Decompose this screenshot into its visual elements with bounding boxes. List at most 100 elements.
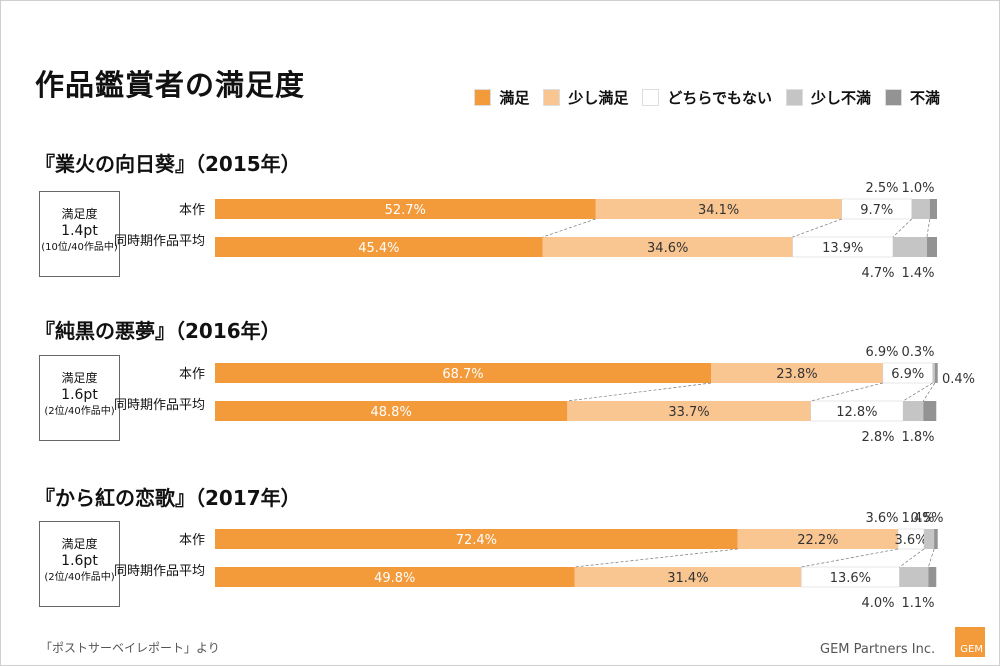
chart-1-top-label-2: 1.0%: [901, 181, 934, 196]
chart-1-row-label-1: 本作: [179, 203, 205, 218]
chart-3-bar-2-label-2: 31.4%: [667, 571, 708, 586]
chart-2-bar-2-segment-2: [567, 401, 811, 421]
metric-value-1: 1.4pt: [61, 223, 98, 240]
chart-1-connector-4: [926, 218, 931, 238]
chart-3-bar-1-segment-2: [737, 529, 899, 549]
chart-2-bottom-label-2: 1.8%: [901, 430, 934, 445]
metric-value-2: 1.6pt: [61, 387, 98, 404]
chart-2-bar-2-segment-5: [923, 401, 937, 421]
chart-2-bar-1-segment-3: [882, 362, 933, 384]
gem-logo: GEM: [955, 627, 985, 657]
chart-1-connector-3: [892, 218, 912, 238]
chart-2-bar-2-label-2: 33.7%: [668, 405, 709, 420]
chart-3-bar-1-label-1: 72.4%: [456, 533, 497, 548]
chart-3-top-label-3: 0.5%: [910, 511, 943, 526]
chart-1-bottom-label-2: 1.4%: [901, 266, 934, 281]
chart-title-1: 『業火の向日葵』（2015年）: [35, 152, 301, 176]
page-title: 作品鑑賞者の満足度: [35, 68, 306, 102]
legend-item-satisfied: 満足: [474, 87, 529, 108]
chart-2-bar-2-segment-4: [903, 401, 924, 421]
chart-3-bar-1-label-2: 22.2%: [797, 533, 838, 548]
legend-item-dissatisfied: 不満: [884, 87, 940, 108]
chart-2-right-label: 0.4%: [942, 372, 975, 387]
chart-1-bar-1-label-2: 34.1%: [698, 203, 739, 218]
chart-2-bottom-label-1: 2.8%: [861, 430, 894, 445]
chart-3-bar-1-label-3: 3.6%: [894, 533, 927, 548]
chart-2-connector-1: [567, 382, 712, 402]
chart-1-bar-2-segment-5: [926, 237, 937, 257]
chart-1-bar-1-segment-5: [929, 199, 937, 219]
legend-label-dissatisfied: 不満: [909, 89, 940, 107]
chart-3-connector-4: [928, 548, 935, 568]
chart-2-connector-4: [922, 382, 936, 402]
chart-1-bar-2-label-1: 45.4%: [358, 241, 399, 256]
chart-title-3: 『から紅の恋歌』（2017年）: [35, 486, 301, 510]
chart-2-connector-2: [810, 382, 883, 402]
chart-3-connector-3: [899, 548, 925, 568]
legend-label-satisfied: 満足: [499, 89, 530, 107]
legend-swatch-neutral: [642, 89, 660, 106]
chart-3-bottom-label-2: 1.1%: [901, 596, 934, 611]
metric-box-1: 満足度 1.4pt (10位/40作品中): [39, 191, 120, 277]
chart-3-bar-2-segment-1: [215, 567, 575, 587]
chart-3-bar-1-segment-1: [215, 529, 738, 549]
chart-3-bar-2-label-3: 13.6%: [830, 571, 871, 586]
chart-1-bar-2-label-2: 34.6%: [647, 241, 688, 256]
chart-2-bar-2-label-1: 48.8%: [371, 405, 412, 420]
chart-3-top-label-1: 3.6%: [865, 511, 898, 526]
chart-1-bar-1-segment-1: [215, 199, 596, 219]
chart-1-bar-1-segment-4: [911, 199, 930, 219]
chart-3-row-label-1: 本作: [179, 533, 205, 548]
chart-2-row-label-1: 本作: [179, 367, 205, 382]
chart-title-2: 『純黒の悪夢』（2016年）: [35, 319, 281, 343]
chart-2-top-label-1: 6.9%: [865, 345, 898, 360]
metric-box-3: 満足度 1.6pt (2位/40作品中): [39, 521, 120, 607]
chart-2-bar-1-label-3: 6.9%: [891, 367, 924, 382]
chart-3-row-label-2: 同時期作品平均: [114, 564, 205, 579]
chart-3-bar-2-segment-5: [928, 567, 937, 587]
chart-3-bar-1-segment-5: [934, 529, 938, 549]
chart-1-bar-2-segment-1: [215, 237, 543, 257]
chart-3-connector-1: [574, 548, 738, 568]
company-name: GEM Partners Inc.: [820, 642, 936, 657]
legend-label-somewhat-satisfied: 少し満足: [568, 89, 629, 107]
chart-1-bar-2-segment-2: [542, 237, 793, 257]
chart-3-bar-2-segment-2: [574, 567, 802, 587]
chart-2-bar-1-label-2: 23.8%: [776, 367, 817, 382]
metric-note-1: (10位/40作品中): [41, 242, 118, 254]
legend-item-neutral: どちらでもない: [642, 87, 772, 108]
metric-box-2: 満足度 1.6pt (2位/40作品中): [39, 355, 120, 441]
metric-value-3: 1.6pt: [61, 553, 98, 570]
legend: 満足 少し満足 どちらでもない 少し不満 不満: [474, 87, 940, 108]
chart-3-bar-2-segment-4: [899, 567, 929, 587]
chart-3-top-label-2: 1.4%: [901, 511, 934, 526]
legend-label-somewhat-dissatisfied: 少し不満: [810, 89, 871, 107]
chart-1-bar-1-segment-2: [595, 199, 842, 219]
chart-2-bar-1-segment-5: [934, 363, 938, 383]
metric-label-1: 満足度: [61, 207, 98, 221]
chart-3-bottom-label-1: 4.0%: [861, 596, 894, 611]
chart-2-bar-1-segment-2: [711, 363, 883, 383]
chart-2-bar-1-segment-1: [215, 363, 712, 383]
legend-item-somewhat-dissatisfied: 少し不満: [785, 87, 871, 108]
chart-1-bar-1-label-3: 9.7%: [860, 203, 893, 218]
chart-3-bar-1-segment-4: [924, 529, 935, 549]
chart-1-top-label-1: 2.5%: [865, 181, 898, 196]
chart-3-connector-2: [801, 548, 899, 568]
legend-swatch-somewhat-dissatisfied: [785, 89, 803, 106]
chart-1-connector-2: [792, 218, 842, 238]
metric-note-2: (2位/40作品中): [44, 406, 115, 418]
chart-1-bar-2-segment-4: [892, 237, 927, 257]
chart-2-bar-2-segment-1: [215, 401, 568, 421]
legend-swatch-satisfied: [474, 89, 492, 106]
chart-1-bar-1-label-1: 52.7%: [385, 203, 426, 218]
chart-2-row-label-2: 同時期作品平均: [114, 398, 205, 413]
metric-label-3: 満足度: [61, 537, 98, 551]
chart-1-bar-2-label-3: 13.9%: [822, 241, 863, 256]
chart-1-bottom-label-1: 4.7%: [861, 266, 894, 281]
legend-swatch-somewhat-satisfied: [543, 89, 561, 106]
chart-2-connector-3: [902, 382, 933, 402]
chart-1-row-label-2: 同時期作品平均: [114, 234, 205, 249]
chart-3-bar-2-label-1: 49.8%: [374, 571, 415, 586]
